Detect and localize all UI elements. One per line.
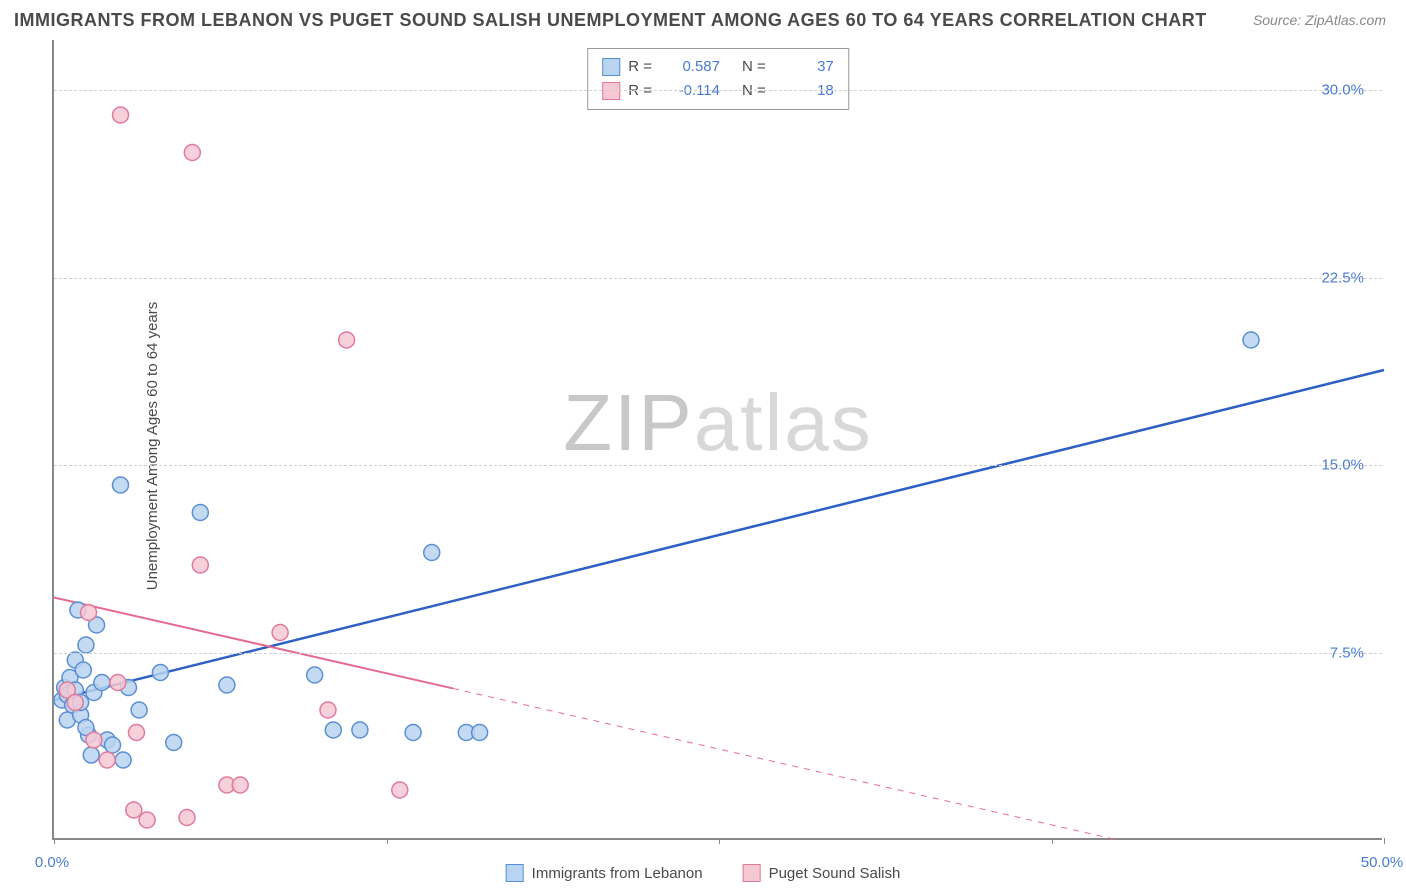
- y-tick-label: 22.5%: [1321, 269, 1364, 286]
- r-label: R =: [628, 79, 652, 103]
- data-point: [139, 812, 155, 828]
- source-attribution: Source: ZipAtlas.com: [1253, 12, 1386, 28]
- data-point: [339, 332, 355, 348]
- r-value-1: 0.587: [660, 55, 720, 79]
- n-label: N =: [742, 79, 766, 103]
- data-point: [352, 722, 368, 738]
- x-tick: [1052, 838, 1053, 844]
- plot-area: ZIPatlas R = 0.587 N = 37 R = -0.114 N =…: [52, 40, 1382, 840]
- data-point: [83, 747, 99, 763]
- legend-swatch-1: [602, 58, 620, 76]
- data-point: [67, 695, 83, 711]
- legend-stats-row-2: R = -0.114 N = 18: [602, 79, 834, 103]
- data-point: [192, 557, 208, 573]
- legend-swatch-series-2: [743, 864, 761, 882]
- data-point: [219, 677, 235, 693]
- data-point: [320, 702, 336, 718]
- legend-stats-row-1: R = 0.587 N = 37: [602, 55, 834, 79]
- data-point: [105, 737, 121, 753]
- data-point: [184, 145, 200, 161]
- y-tick-label: 15.0%: [1321, 457, 1364, 474]
- data-point: [192, 505, 208, 521]
- chart-svg: [54, 40, 1382, 838]
- data-point: [115, 752, 131, 768]
- legend-stats: R = 0.587 N = 37 R = -0.114 N = 18: [587, 48, 849, 110]
- data-point: [392, 782, 408, 798]
- data-point: [152, 665, 168, 681]
- data-point: [86, 732, 102, 748]
- data-point: [99, 752, 115, 768]
- x-tick-label: 50.0%: [1361, 854, 1404, 871]
- data-point: [1243, 332, 1259, 348]
- r-label: R =: [628, 55, 652, 79]
- r-value-2: -0.114: [660, 79, 720, 103]
- n-value-2: 18: [774, 79, 834, 103]
- data-point: [81, 605, 97, 621]
- gridline: [54, 465, 1382, 466]
- data-point: [325, 722, 341, 738]
- data-point: [113, 107, 129, 123]
- n-label: N =: [742, 55, 766, 79]
- x-tick-label: 0.0%: [35, 854, 69, 871]
- legend-series: Immigrants from Lebanon Puget Sound Sali…: [506, 864, 901, 882]
- legend-swatch-series-1: [506, 864, 524, 882]
- x-tick: [1384, 838, 1385, 844]
- data-point: [126, 802, 142, 818]
- data-point: [405, 725, 421, 741]
- data-point: [78, 637, 94, 653]
- data-point: [472, 725, 488, 741]
- gridline: [54, 653, 1382, 654]
- data-point: [131, 702, 147, 718]
- data-point: [75, 662, 91, 678]
- x-tick: [387, 838, 388, 844]
- data-point: [232, 777, 248, 793]
- data-point: [94, 675, 110, 691]
- trend-line: [54, 370, 1384, 700]
- legend-item-2: Puget Sound Salish: [743, 864, 901, 882]
- data-point: [128, 725, 144, 741]
- legend-label-2: Puget Sound Salish: [769, 865, 901, 882]
- gridline: [54, 90, 1382, 91]
- gridline: [54, 278, 1382, 279]
- legend-item-1: Immigrants from Lebanon: [506, 864, 703, 882]
- n-value-1: 37: [774, 55, 834, 79]
- data-point: [424, 545, 440, 561]
- data-point: [113, 477, 129, 493]
- y-tick-label: 30.0%: [1321, 82, 1364, 99]
- legend-swatch-2: [602, 82, 620, 100]
- data-point: [166, 735, 182, 751]
- x-tick: [54, 838, 55, 844]
- chart-title: IMMIGRANTS FROM LEBANON VS PUGET SOUND S…: [14, 10, 1207, 31]
- data-point: [272, 625, 288, 641]
- data-point: [307, 667, 323, 683]
- data-point: [179, 810, 195, 826]
- trend-line-dashed: [453, 688, 1118, 840]
- legend-label-1: Immigrants from Lebanon: [532, 865, 703, 882]
- data-point: [110, 675, 126, 691]
- y-tick-label: 7.5%: [1330, 644, 1364, 661]
- x-tick: [719, 838, 720, 844]
